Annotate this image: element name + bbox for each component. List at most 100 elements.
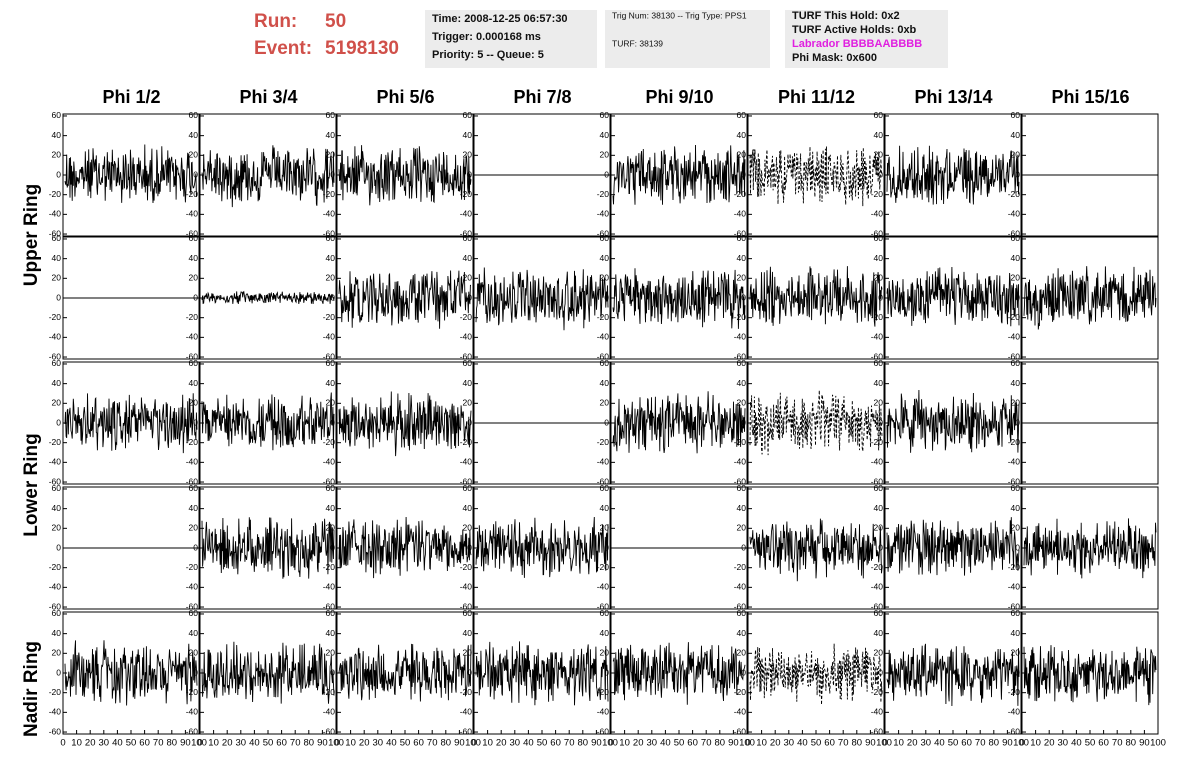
y-tick-label: 0	[330, 169, 335, 179]
y-tick-label: 20	[874, 648, 884, 658]
y-tick-label: 0	[467, 169, 472, 179]
x-tick-label: 40	[249, 738, 260, 749]
y-tick-label: 0	[330, 667, 335, 677]
y-tick-label: 60	[463, 358, 473, 368]
info-box	[425, 10, 597, 68]
y-tick-label: 0	[741, 292, 746, 302]
y-tick-label: 20	[52, 398, 62, 408]
y-tick-label: -60	[1008, 476, 1021, 486]
y-tick-label: -20	[323, 687, 336, 697]
y-tick-label: 0	[878, 169, 883, 179]
x-tick-label: 100	[465, 738, 481, 749]
x-tick-label: 30	[510, 738, 521, 749]
x-tick-label: 80	[304, 738, 315, 749]
y-tick-label: 60	[326, 358, 336, 368]
y-tick-label: 60	[737, 358, 747, 368]
y-tick-label: 40	[737, 378, 747, 388]
y-tick-label: -40	[323, 209, 336, 219]
trace	[201, 517, 335, 579]
y-tick-label: 60	[189, 233, 199, 243]
y-tick-label: 0	[193, 417, 198, 427]
x-tick-label: 90	[317, 738, 328, 749]
y-tick-label: -60	[1008, 351, 1021, 361]
y-tick-label: -60	[323, 351, 336, 361]
y-tick-label: 60	[189, 483, 199, 493]
y-tick-label: -20	[460, 189, 473, 199]
y-tick-label: -60	[871, 476, 884, 486]
y-tick-label: 0	[330, 417, 335, 427]
y-tick-label: -40	[49, 707, 62, 717]
y-tick-label: 40	[874, 628, 884, 638]
x-tick-label: 60	[824, 738, 835, 749]
ring-label: Upper Ring	[21, 184, 42, 286]
panel-frame	[884, 361, 1022, 485]
y-tick-label: 0	[741, 417, 746, 427]
trace	[338, 145, 472, 206]
y-tick-label: 20	[326, 523, 336, 533]
x-tick-label: 40	[660, 738, 671, 749]
y-tick-label: -20	[323, 189, 336, 199]
x-tick-label: 40	[112, 738, 123, 749]
y-tick-label: 40	[189, 378, 199, 388]
y-tick-label: 40	[600, 378, 610, 388]
y-tick-label: 40	[326, 378, 336, 388]
y-tick-label: 60	[874, 358, 884, 368]
y-tick-label: 60	[737, 110, 747, 120]
y-tick-label: -60	[734, 601, 747, 611]
y-tick-label: -40	[734, 582, 747, 592]
y-tick-label: -40	[597, 332, 610, 342]
y-tick-label: 0	[56, 542, 61, 552]
y-tick-label: 60	[463, 483, 473, 493]
y-tick-label: 20	[737, 150, 747, 160]
y-tick-label: 0	[330, 292, 335, 302]
x-tick-label: 100	[876, 738, 892, 749]
y-tick-label: 20	[463, 273, 473, 283]
x-tick-label: 0	[1019, 738, 1024, 749]
y-tick-label: 0	[56, 417, 61, 427]
y-tick-label: -60	[597, 351, 610, 361]
x-tick-label: 80	[441, 738, 452, 749]
y-tick-label: 40	[1011, 378, 1021, 388]
y-tick-label: 60	[874, 608, 884, 618]
x-tick-label: 50	[1085, 738, 1096, 749]
y-tick-label: 40	[189, 503, 199, 513]
x-tick-label: 80	[578, 738, 589, 749]
y-tick-label: 0	[330, 542, 335, 552]
y-tick-label: -40	[460, 457, 473, 467]
x-tick-label: 10	[893, 738, 904, 749]
y-tick-label: -40	[734, 707, 747, 717]
y-tick-label: 20	[600, 398, 610, 408]
y-tick-label: 20	[737, 273, 747, 283]
info-text: TURF: 38139	[612, 38, 663, 48]
x-tick-label: 80	[1126, 738, 1137, 749]
x-tick-label: 60	[550, 738, 561, 749]
x-tick-label: 100	[1150, 738, 1166, 749]
y-tick-label: -20	[871, 312, 884, 322]
y-tick-label: -60	[734, 476, 747, 486]
x-tick-label: 50	[948, 738, 959, 749]
y-tick-label: 20	[189, 273, 199, 283]
y-tick-label: -20	[1008, 189, 1021, 199]
x-tick-label: 30	[236, 738, 247, 749]
y-tick-label: 40	[463, 130, 473, 140]
y-tick-label: -60	[49, 476, 62, 486]
y-tick-label: 20	[463, 398, 473, 408]
y-tick-label: 60	[874, 110, 884, 120]
y-tick-label: 0	[878, 667, 883, 677]
y-tick-label: -40	[460, 209, 473, 219]
x-tick-label: 80	[852, 738, 863, 749]
y-tick-label: -40	[871, 707, 884, 717]
y-tick-label: -60	[871, 601, 884, 611]
ring-label: Nadir Ring	[21, 641, 42, 737]
x-tick-label: 50	[537, 738, 548, 749]
y-tick-label: 40	[326, 253, 336, 263]
y-tick-label: 20	[600, 648, 610, 658]
y-tick-label: -40	[186, 209, 199, 219]
y-tick-label: -60	[1008, 726, 1021, 736]
y-tick-label: 0	[56, 667, 61, 677]
y-tick-label: -60	[460, 476, 473, 486]
y-tick-label: 20	[189, 523, 199, 533]
y-tick-label: 40	[52, 628, 62, 638]
trace	[749, 643, 883, 705]
run-label: Run:	[254, 11, 297, 32]
